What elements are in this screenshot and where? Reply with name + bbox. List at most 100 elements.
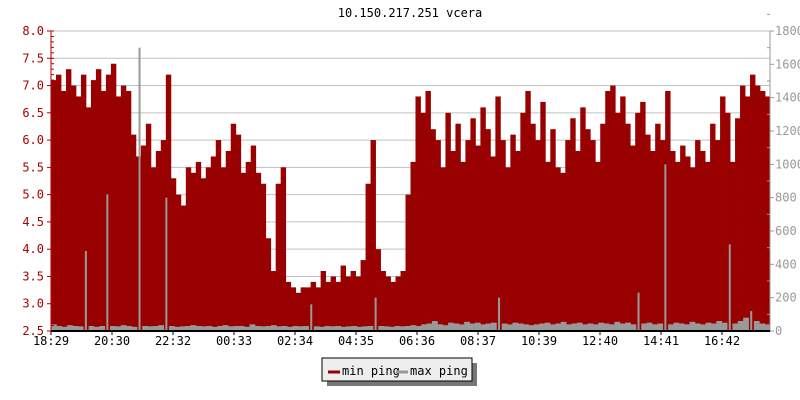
max-ping-bar — [498, 297, 501, 331]
max-ping-bar — [469, 323, 476, 331]
max-ping-bar — [67, 325, 73, 331]
max-ping-bar — [77, 326, 84, 331]
min-ping-bar — [470, 118, 476, 331]
max-ping-bar — [147, 326, 154, 331]
min-ping-bar — [740, 85, 746, 331]
max-ping-bar — [405, 326, 411, 331]
min-ping-bar — [715, 140, 721, 331]
min-ping-bar — [200, 178, 207, 331]
min-ping-bar — [440, 167, 446, 331]
min-ping-bar — [485, 129, 491, 331]
max-ping-bar — [700, 324, 707, 331]
min-ping-bar — [310, 281, 317, 331]
max-ping-bar — [190, 325, 197, 331]
max-ping-bar — [340, 326, 347, 331]
min-ping-bar — [95, 69, 102, 331]
max-ping-bar — [120, 325, 127, 331]
max-ping-bar — [571, 323, 578, 331]
min-ping-bar — [655, 123, 661, 332]
min-ping-bar — [285, 281, 292, 331]
max-ping-bar — [367, 326, 374, 331]
max-ping-bar — [453, 323, 460, 331]
right-axis-tick-label: 1000 — [775, 157, 800, 171]
min-ping-bar — [680, 145, 686, 331]
min-ping-bar — [755, 85, 761, 331]
left-axis-tick-label: 3.0 — [22, 297, 44, 311]
min-ping-bar — [500, 140, 506, 331]
min-ping-bar — [720, 96, 726, 331]
max-ping-bar — [335, 326, 342, 331]
min-ping-bar — [670, 151, 676, 331]
min-ping-bar — [75, 96, 82, 331]
min-ping-bar — [315, 287, 322, 331]
min-ping-bar — [100, 91, 107, 331]
min-ping-bar — [765, 96, 771, 331]
min-ping-bar — [595, 161, 601, 331]
min-ping-bar — [630, 145, 636, 331]
left-axis-tick-label: 5.5 — [22, 160, 44, 174]
max-ping-bar — [485, 323, 492, 331]
max-ping-bar — [351, 326, 358, 331]
max-ping-bar — [222, 325, 229, 331]
left-axis-tick-label: 4.5 — [22, 215, 44, 229]
min-ping-bar — [225, 151, 232, 331]
max-ping-bar — [619, 323, 626, 331]
max-ping-bar — [84, 251, 87, 331]
max-ping-series — [51, 47, 771, 332]
min-ping-bar — [165, 74, 172, 332]
min-ping-bar — [490, 156, 496, 331]
max-ping-bar — [93, 326, 100, 331]
min-ping-bar — [305, 287, 312, 331]
min-ping-bar — [675, 161, 681, 331]
max-ping-bar — [356, 326, 363, 331]
left-axis-tick-label: 6.5 — [22, 106, 44, 120]
min-ping-bar — [730, 161, 736, 331]
max-ping-bar — [310, 304, 313, 331]
min-ping-bar — [635, 112, 641, 332]
max-ping-bar — [490, 322, 497, 331]
min-ping-bar — [540, 101, 546, 331]
max-ping-bar — [501, 323, 508, 331]
min-ping-bar — [380, 271, 386, 331]
min-ping-bar — [600, 123, 606, 332]
max-ping-bar — [142, 326, 148, 331]
min-ping-bar — [280, 167, 287, 331]
min-ping-bar — [695, 140, 701, 331]
min-ping-bar — [190, 172, 197, 331]
max-ping-bar — [694, 323, 701, 331]
right-axis-tick-label: 1200 — [775, 124, 800, 138]
min-ping-bar — [610, 85, 616, 331]
max-ping-bar — [544, 322, 551, 331]
max-ping-bar — [716, 321, 723, 331]
right-axis-tick-label: 1800 — [775, 24, 800, 38]
legend-label-min-ping: min ping — [342, 364, 400, 378]
right-axis-tick-label: 400 — [775, 257, 797, 271]
min-ping-bar — [360, 260, 366, 331]
max-ping-bar — [126, 326, 132, 331]
min-ping-bar — [505, 167, 511, 331]
x-axis-tick-label: 04:35 — [338, 334, 374, 348]
left-axis-tick-label: 3.5 — [22, 269, 44, 283]
min-ping-bar — [145, 123, 152, 332]
max-ping-bar — [131, 326, 138, 331]
min-ping-bar — [555, 167, 561, 331]
min-ping-bar — [640, 101, 646, 331]
max-ping-bar — [437, 324, 444, 331]
max-ping-bar — [539, 323, 546, 331]
max-ping-bar — [609, 324, 615, 331]
min-ping-bar — [390, 281, 396, 331]
min-ping-bar — [760, 91, 766, 331]
max-ping-bar — [431, 321, 438, 331]
max-ping-bar — [576, 322, 583, 331]
min-ping-bar — [275, 183, 282, 331]
min-ping-bar — [445, 112, 451, 332]
max-ping-bar — [651, 324, 658, 331]
max-ping-bar — [270, 325, 277, 331]
min-ping-bar — [195, 161, 202, 331]
max-ping-bar — [721, 322, 728, 331]
max-ping-bar — [598, 322, 605, 331]
max-ping-bar — [523, 324, 529, 331]
min-ping-bar — [265, 238, 272, 331]
min-ping-bar — [240, 172, 247, 331]
left-axis-tick-label: 7.0 — [22, 79, 44, 93]
